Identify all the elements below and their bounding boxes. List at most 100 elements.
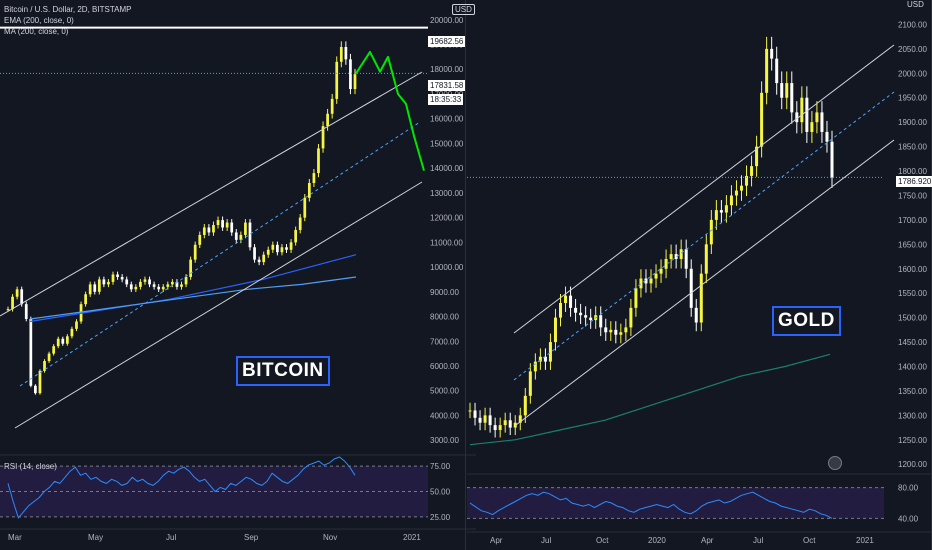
bitcoin-candle-body <box>61 338 65 344</box>
gold-candle-body <box>810 122 814 132</box>
bitcoin-x-tick-label: Sep <box>244 533 259 542</box>
bitcoin-candle-body <box>29 318 33 386</box>
gold-y-tick-label: 1250.00 <box>898 436 927 445</box>
gold-last-price-tag: 1786.920 <box>896 176 932 187</box>
gold-candle-body <box>579 312 583 316</box>
gold-candle-body <box>558 302 563 318</box>
bitcoin-candle-body <box>189 259 193 277</box>
gold-candle-body <box>679 249 683 259</box>
gold-candle-body <box>634 288 638 308</box>
bitcoin-x-tick-label: Mar <box>8 533 22 542</box>
gold-channel-median <box>513 91 895 381</box>
gold-y-tick-label: 1300.00 <box>898 411 927 420</box>
gold-candle-body <box>734 190 738 196</box>
bitcoin-candle-body <box>84 294 87 305</box>
gold-y-tick-label: 1950.00 <box>898 94 927 103</box>
bitcoin-candle-body <box>161 286 165 290</box>
gold-candle-body <box>624 327 628 333</box>
bitcoin-candle-body <box>230 222 234 233</box>
gold-y-tick-label: 1400.00 <box>898 362 927 371</box>
gold-candle-body <box>729 195 733 206</box>
gold-candle-body <box>825 131 829 142</box>
bitcoin-x-tick-label: Nov <box>323 533 337 542</box>
gold-candle-body <box>719 210 723 213</box>
gold-candle-body <box>523 395 527 416</box>
gold-candle-body <box>543 356 547 362</box>
bitcoin-candle-body <box>212 225 215 233</box>
gold-candle-body <box>704 244 708 274</box>
gold-candle-body <box>815 112 819 123</box>
gold-candle-body <box>760 92 764 147</box>
bitcoin-x-tick-label: May <box>88 533 103 542</box>
gold-candle-body <box>739 185 744 191</box>
bitcoin-candle-body <box>307 182 311 198</box>
bitcoin-text-label[interactable]: BITCOIN <box>236 356 330 386</box>
rsi-legend-item[interactable]: RSI (14, close) <box>4 462 57 471</box>
bitcoin-candle-body <box>143 279 147 282</box>
bitcoin-candle-body <box>111 274 115 282</box>
gold-x-tick-label: Jul <box>753 536 763 545</box>
gold-candle-body <box>775 58 779 84</box>
bitcoin-candle-body <box>353 74 357 90</box>
gold-y-tick-label: 2000.00 <box>898 69 927 78</box>
gold-candle-body <box>664 258 668 269</box>
gold-candle-body <box>745 175 749 186</box>
bitcoin-candle-body <box>20 289 24 305</box>
gold-x-tick-label: 2021 <box>856 536 874 545</box>
gold-candle-body <box>614 329 618 335</box>
bitcoin-y-tick-label: 12000.00 <box>430 214 464 223</box>
bitcoin-candle-body <box>116 274 119 277</box>
bitcoin-y-tick-label: 11000.00 <box>430 238 463 247</box>
gold-candle-body <box>574 307 578 313</box>
gold-candle-body <box>674 254 678 259</box>
gold-candle-body <box>689 268 693 308</box>
bitcoin-candle-body <box>280 247 284 253</box>
bitcoin-candle-body <box>285 247 288 250</box>
gold-x-tick-label: Oct <box>803 536 816 545</box>
gold-candle-body <box>619 332 623 335</box>
gold-candle-body <box>473 410 477 418</box>
gold-candle-body <box>770 48 774 59</box>
bitcoin-candle-body <box>216 220 220 226</box>
bitcoin-moving-average-1 <box>29 254 357 323</box>
alert-badge-icon[interactable] <box>828 456 842 470</box>
ma-legend-item[interactable]: MA (200, close, 0) <box>4 27 69 36</box>
bitcoin-y-tick-label: 18000.00 <box>430 65 464 74</box>
gold-x-tick-label: Oct <box>596 536 609 545</box>
bitcoin-chart-panel[interactable] <box>0 0 466 550</box>
bitcoin-candle-body <box>139 281 142 287</box>
gold-candle-body <box>790 83 794 113</box>
last-price-tag: 17831.58 <box>428 80 466 91</box>
bitcoin-symbol-title[interactable]: Bitcoin / U.S. Dollar, 2D, BITSTAMP <box>4 5 132 14</box>
gold-candle-body <box>694 307 698 323</box>
bitcoin-candle-body <box>88 284 92 295</box>
bitcoin-candle-body <box>175 281 179 287</box>
bar-countdown-tag: 18:35:33 <box>428 94 464 105</box>
bitcoin-candle-body <box>52 346 56 354</box>
bitcoin-candle-body <box>253 247 256 260</box>
gold-text-label[interactable]: GOLD <box>772 306 841 336</box>
bitcoin-candle-body <box>120 276 124 280</box>
gold-candle-body <box>684 249 688 269</box>
gold-candle-body <box>564 295 568 303</box>
gold-candle-body <box>548 342 552 362</box>
bitcoin-candle-body <box>303 197 307 218</box>
gold-candle-body <box>503 420 507 426</box>
bitcoin-candles <box>6 41 357 395</box>
bitcoin-y-tick-label: 3000.00 <box>430 436 459 445</box>
bitcoin-candle-body <box>317 148 320 174</box>
bitcoin-candle-body <box>148 279 151 285</box>
bitcoin-candle-body <box>198 234 202 245</box>
ema-legend-item[interactable]: EMA (200, close, 0) <box>4 16 74 25</box>
bitcoin-candle-body <box>225 222 229 228</box>
gold-candle-body <box>805 97 809 132</box>
gold-y-tick-label: 2100.00 <box>898 20 927 29</box>
bitcoin-channel-median <box>19 121 421 387</box>
gold-candle-body <box>699 273 703 323</box>
bitcoin-candle-body <box>294 229 298 243</box>
gold-candle-body <box>498 425 502 431</box>
gold-y-tick-label: 1800.00 <box>898 167 927 176</box>
gold-candle-body <box>649 278 653 284</box>
